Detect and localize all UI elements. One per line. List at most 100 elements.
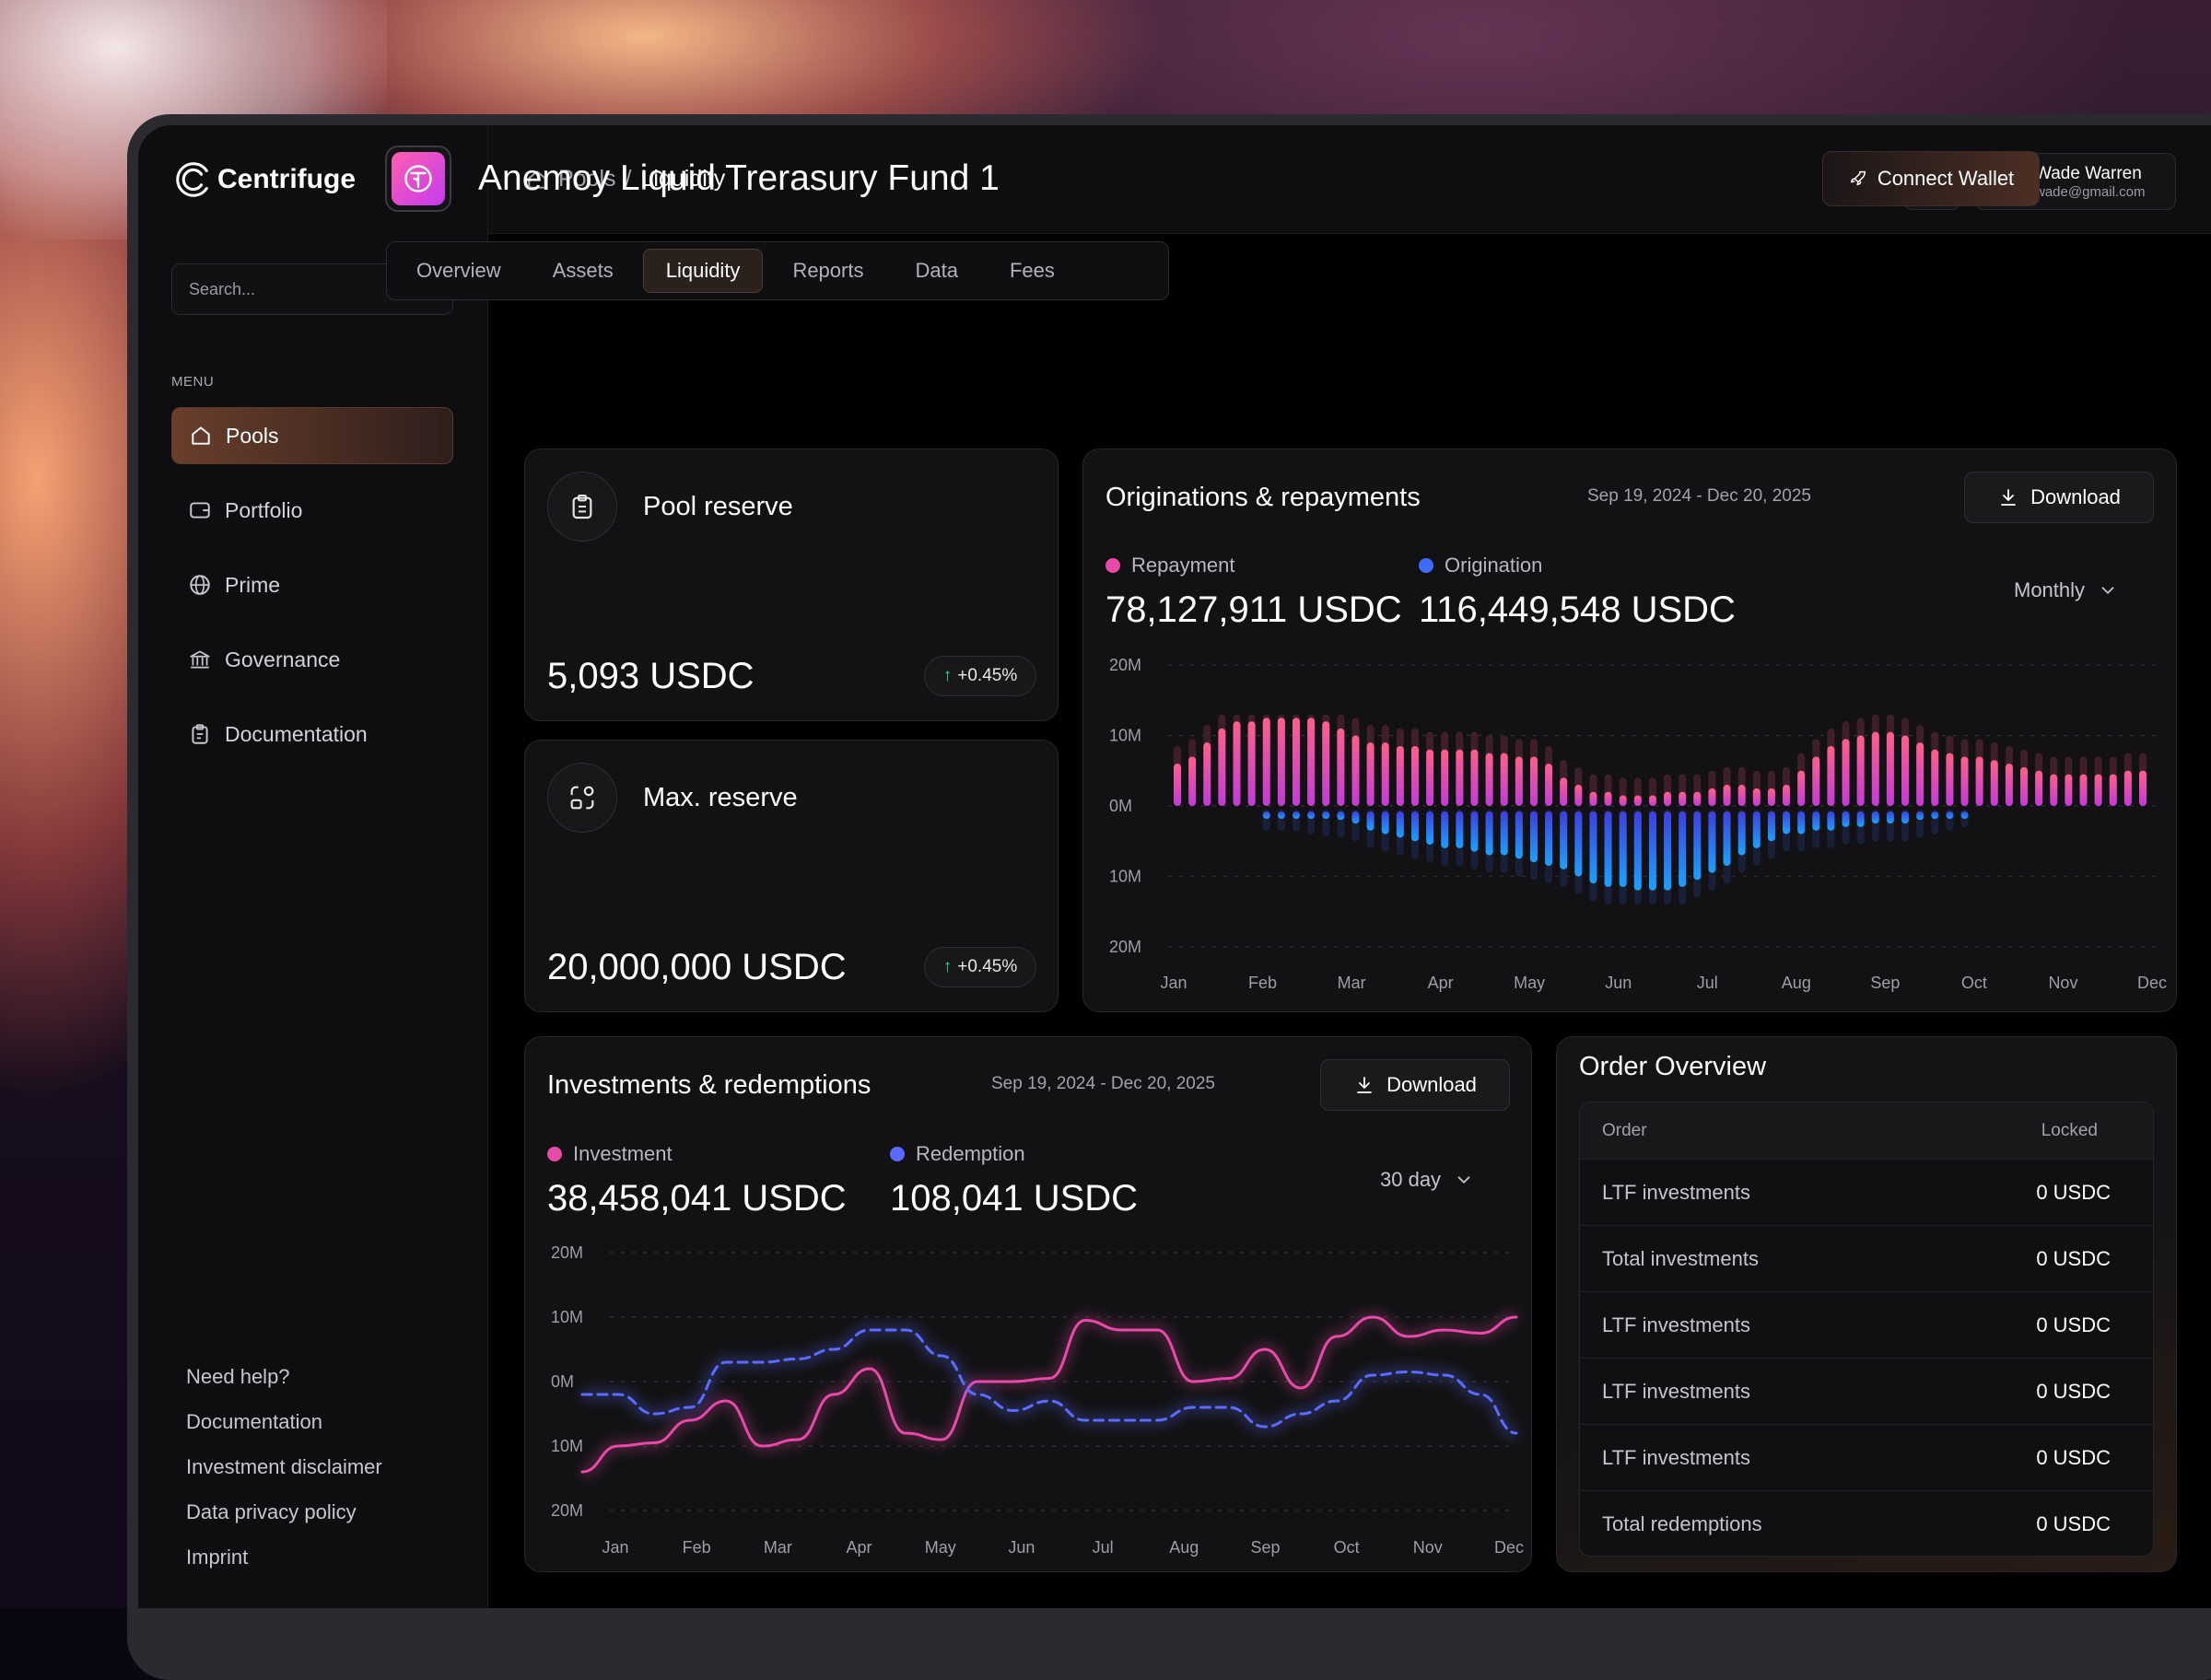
repayment-bar [1218,728,1226,806]
search-input[interactable] [189,279,392,299]
legend-label: Repayment [1131,554,1235,577]
repayment-bar [1827,745,1835,806]
legend-label: Investment [573,1142,673,1165]
sidebar-item-prime[interactable]: Prime [171,556,453,613]
tab-overview[interactable]: Overview [416,259,501,282]
origination-bar [1664,811,1672,891]
repayment-bar [1812,756,1820,806]
repayment-bar [1664,791,1672,806]
repayment-bar [1456,749,1464,806]
repayment-bar [1485,752,1493,806]
repayment-bar [1767,788,1775,806]
x-tick-label: Apr [847,1538,872,1557]
tab-reports[interactable]: Reports [792,259,864,282]
repayment-bar [1723,785,1731,806]
order-locked: 0 USDC [2036,1180,2111,1204]
repayment-bar [1351,735,1360,806]
repayment-bar [2079,774,2088,806]
repayment-bar [1856,735,1865,806]
column-order: Order [1602,1120,1647,1140]
pool-reserve-change: +0.45% [957,666,1018,685]
brand-name: Centrifuge [217,164,356,194]
origination-bar [1337,811,1345,821]
breadcrumb-separator: / [625,166,632,192]
originations-download-button[interactable]: Download [1964,472,2154,523]
order-locked: 0 USDC [2036,1512,2111,1535]
tab-assets[interactable]: Assets [552,259,614,282]
sidebar-item-label: Governance [225,647,341,671]
link-data-privacy-policy[interactable]: Data privacy policy [186,1500,357,1523]
clipboard-icon [572,495,592,519]
origination-bar [1946,811,1954,819]
x-tick-label: Sep [1870,974,1900,992]
period-select[interactable]: 30 day [1380,1168,1474,1192]
download-label: Download [1386,1073,1477,1096]
tab-data[interactable]: Data [915,259,958,282]
order-overview-title: Order Overview [1579,1052,1767,1081]
repayment-bar [1247,721,1256,806]
tab-liquidity[interactable]: Liquidity [642,249,764,293]
repayment-bar [1322,721,1330,806]
table-row[interactable]: LTF investments 0 USDC [1580,1292,2153,1359]
repayment-bar [1410,745,1419,806]
repayment-bar [1619,795,1627,806]
origination-bar [1679,811,1687,887]
menu-label: MENU [171,374,215,390]
order-table: Order Locked LTF investments 0 USDC Total… [1579,1102,2154,1557]
legend-repayment: Repayment [1106,554,1235,578]
legend-label: Redemption [916,1142,1025,1165]
investments-download-button[interactable]: Download [1320,1059,1510,1111]
origination-bar [1871,811,1879,824]
origination-bar [1633,811,1642,891]
order-name: LTF investments [1602,1379,1750,1403]
repayment-bar [1233,721,1241,806]
sidebar-item-documentation[interactable]: Documentation [171,706,453,763]
repayment-bar [1470,749,1479,806]
origination-bar [1500,811,1508,856]
link-investment-disclaimer[interactable]: Investment disclaimer [186,1455,382,1478]
bank-icon [190,650,210,669]
y-tick-label: 0M [1109,797,1132,815]
max-reserve-change-badge: ↑ +0.45% [924,947,1036,987]
table-row[interactable]: Total investments 0 USDC [1580,1226,2153,1292]
pool-reserve-card: Pool reserve 5,093 USDC ↑ +0.45% [524,449,1059,721]
investments-line-chart: 20M 10M 0M 10M 20M Jan Feb Mar Apr May Jun Jul Aug Se… [551,1243,1524,1557]
clipboard-icon [192,724,208,744]
legend-investment: Investment [547,1142,673,1166]
legend-dot [890,1147,905,1161]
period-select[interactable]: Monthly [2014,578,2118,602]
connect-wallet-button[interactable]: Connect Wallet [1822,151,2040,206]
home-icon[interactable] [525,168,549,192]
origination-bar [1441,811,1449,848]
table-row[interactable]: Total redemptions 0 USDC [1580,1491,2153,1556]
repayment-bar [1560,777,1568,806]
origination-bar [1426,811,1434,846]
sidebar-item-pools[interactable]: Pools [171,407,453,464]
origination-bar [1307,811,1316,819]
table-row[interactable]: LTF investments 0 USDC [1580,1160,2153,1226]
origination-bar [1277,811,1285,819]
sidebar-item-governance[interactable]: Governance [171,631,453,688]
sidebar-item-portfolio[interactable]: Portfolio [171,482,453,539]
repayment-bar [1366,742,1375,806]
globe-icon [190,575,210,595]
table-row[interactable]: LTF investments 0 USDC [1580,1359,2153,1425]
brand-logo[interactable]: Centrifuge [171,158,356,201]
repayment-bar [1886,731,1894,806]
origination-bar [1381,811,1389,834]
x-tick-label: Mar [764,1538,792,1557]
link-documentation[interactable]: Documentation [186,1410,322,1433]
link-imprint[interactable]: Imprint [186,1546,249,1569]
max-reserve-card: Max. reserve 20,000,000 USDC ↑ +0.45% [524,740,1059,1012]
pool-reserve-title: Pool reserve [643,492,793,521]
link-need-help[interactable]: Need help? [186,1365,290,1388]
repayment-bar [1946,752,1954,806]
origination-bar [1767,811,1775,842]
repayment-bar [2109,774,2117,806]
repayment-bar [2020,766,2029,806]
tab-fees[interactable]: Fees [1009,259,1055,282]
table-row[interactable]: LTF investments 0 USDC [1580,1425,2153,1491]
breadcrumb-pools[interactable]: Pools [558,166,616,192]
fund-logo-icon [404,165,432,192]
y-tick-label: 10M [1109,868,1141,886]
